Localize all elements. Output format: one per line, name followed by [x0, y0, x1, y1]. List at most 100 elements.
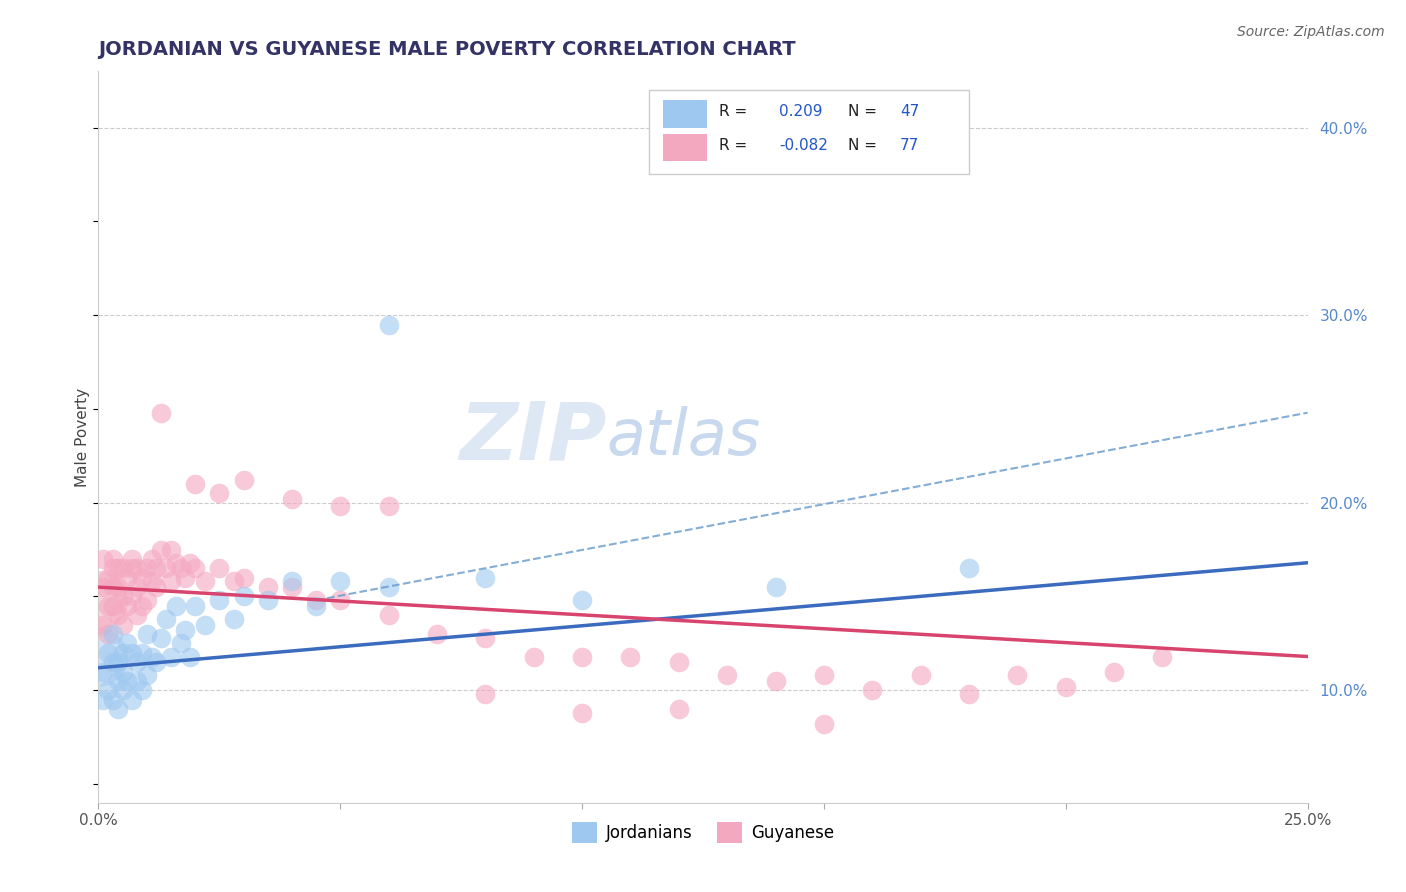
Point: [232, 590, 254, 604]
Point: [165, 556, 187, 570]
Point: [281, 580, 304, 594]
Point: [232, 473, 254, 487]
Point: [107, 561, 129, 575]
Point: [131, 646, 153, 660]
Point: [474, 631, 496, 645]
Point: [101, 599, 124, 613]
Point: [131, 683, 153, 698]
Legend: Jordanians, Guyanese: Jordanians, Guyanese: [565, 815, 841, 849]
Point: [97, 571, 120, 585]
Point: [668, 702, 690, 716]
Point: [97, 683, 120, 698]
Point: [127, 580, 149, 594]
Text: N =: N =: [848, 104, 877, 120]
Point: [121, 590, 143, 604]
Point: [97, 599, 120, 613]
Point: [668, 655, 690, 669]
Point: [179, 556, 201, 570]
Point: [150, 631, 173, 645]
FancyBboxPatch shape: [648, 90, 969, 174]
Point: [716, 668, 738, 682]
Point: [127, 673, 149, 688]
Point: [155, 612, 177, 626]
Point: [121, 552, 143, 566]
Point: [179, 649, 201, 664]
Point: [117, 673, 139, 688]
Point: [377, 580, 399, 594]
Point: [101, 627, 124, 641]
Point: [208, 486, 231, 500]
Point: [813, 668, 835, 682]
Point: [426, 627, 449, 641]
Point: [169, 636, 191, 650]
Point: [150, 406, 173, 420]
Point: [1054, 680, 1077, 694]
Point: [87, 593, 110, 607]
Point: [957, 561, 980, 575]
Text: 47: 47: [900, 104, 920, 120]
Point: [135, 561, 157, 575]
Point: [160, 649, 183, 664]
Point: [111, 683, 134, 698]
Point: [91, 665, 114, 679]
Point: [131, 571, 153, 585]
Point: [765, 673, 787, 688]
Point: [141, 574, 163, 589]
Point: [97, 627, 120, 641]
Point: [111, 561, 134, 575]
Point: [1007, 668, 1029, 682]
Point: [571, 593, 593, 607]
Point: [141, 649, 163, 664]
Point: [107, 655, 129, 669]
Point: [377, 500, 399, 514]
Point: [101, 580, 124, 594]
Point: [523, 649, 546, 664]
Point: [194, 617, 217, 632]
Text: -0.082: -0.082: [779, 138, 828, 153]
Point: [135, 668, 157, 682]
Point: [117, 636, 139, 650]
Point: [194, 574, 217, 589]
Point: [860, 683, 883, 698]
Point: [281, 574, 304, 589]
Point: [121, 561, 143, 575]
Text: R =: R =: [718, 138, 747, 153]
Point: [1102, 665, 1125, 679]
Point: [910, 668, 932, 682]
Point: [127, 608, 149, 623]
Point: [232, 571, 254, 585]
Point: [208, 593, 231, 607]
Point: [169, 561, 191, 575]
Text: R =: R =: [718, 104, 747, 120]
Point: [184, 599, 207, 613]
Point: [145, 655, 167, 669]
Point: [256, 593, 278, 607]
Point: [135, 593, 157, 607]
Point: [165, 599, 187, 613]
Point: [101, 655, 124, 669]
Point: [957, 687, 980, 701]
Text: JORDANIAN VS GUYANESE MALE POVERTY CORRELATION CHART: JORDANIAN VS GUYANESE MALE POVERTY CORRE…: [98, 39, 796, 59]
Point: [91, 580, 114, 594]
Point: [111, 646, 134, 660]
Point: [141, 552, 163, 566]
Point: [813, 717, 835, 731]
Y-axis label: Male Poverty: Male Poverty: [75, 387, 90, 487]
Point: [127, 655, 149, 669]
Point: [305, 593, 328, 607]
Point: [1152, 649, 1174, 664]
Point: [765, 580, 787, 594]
Point: [87, 649, 110, 664]
Point: [111, 665, 134, 679]
Point: [174, 571, 197, 585]
Point: [619, 649, 641, 664]
Text: Source: ZipAtlas.com: Source: ZipAtlas.com: [1237, 25, 1385, 39]
Point: [91, 617, 114, 632]
Point: [571, 706, 593, 720]
Point: [174, 624, 197, 638]
Point: [145, 561, 167, 575]
Point: [111, 590, 134, 604]
Point: [222, 612, 245, 626]
Point: [101, 552, 124, 566]
Point: [107, 702, 129, 716]
